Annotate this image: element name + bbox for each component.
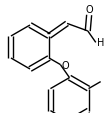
Text: H: H [97,38,104,48]
Text: O: O [85,5,93,15]
Text: O: O [61,60,69,70]
